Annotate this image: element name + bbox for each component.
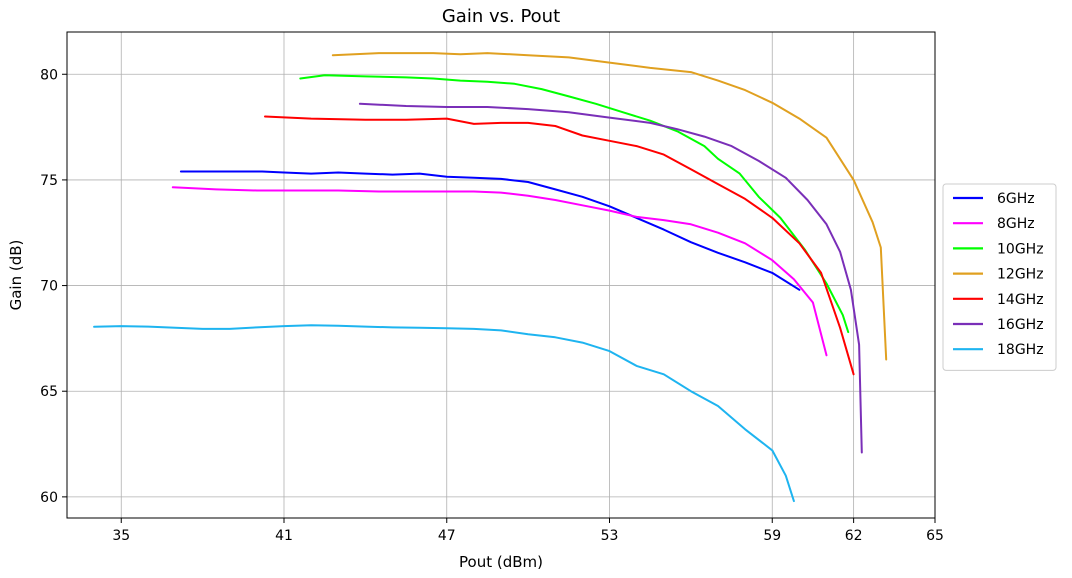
x-tick-label: 65	[926, 528, 944, 544]
x-tick-label: 53	[601, 528, 619, 544]
series-line-6ghz	[179, 170, 801, 291]
x-axis-title: Pout (dBm)	[459, 553, 543, 571]
y-tick-label: 80	[40, 67, 58, 83]
legend-label-6ghz: 6GHz	[997, 191, 1035, 207]
y-tick-label: 65	[40, 384, 58, 400]
legend-label-10ghz: 10GHz	[997, 241, 1044, 257]
chart-title: Gain vs. Pout	[442, 6, 560, 27]
series-lines	[93, 52, 888, 503]
y-axis-ticks: 60 65 70 75 80	[40, 67, 67, 506]
series-line-14ghz	[264, 115, 855, 376]
legend-label-18ghz: 18GHz	[997, 342, 1044, 358]
plot-area-frame	[66, 31, 936, 519]
series-line-10ghz	[299, 74, 850, 334]
y-tick-label: 70	[40, 279, 58, 295]
series-line-18ghz	[93, 324, 795, 503]
legend-label-12ghz: 12GHz	[997, 267, 1044, 283]
legend-label-14ghz: 14GHz	[997, 292, 1044, 308]
x-tick-label: 35	[112, 528, 130, 544]
legend-label-8ghz: 8GHz	[997, 216, 1035, 232]
x-tick-label: 47	[438, 528, 456, 544]
series-line-8ghz	[171, 186, 828, 357]
y-axis-title: Gain (dB)	[7, 240, 25, 311]
series-line-16ghz	[358, 102, 863, 454]
legend: 6GHz 8GHz 10GHz 12GHz 14GHz 16GHz 18GHz	[942, 183, 1057, 371]
legend-label-16ghz: 16GHz	[997, 317, 1044, 333]
y-tick-label: 60	[40, 490, 58, 506]
x-tick-label: 59	[763, 528, 781, 544]
series-line-12ghz	[331, 52, 888, 361]
y-tick-label: 75	[40, 173, 58, 189]
grid	[67, 32, 935, 518]
x-tick-label: 41	[275, 528, 293, 544]
x-tick-label: 62	[845, 528, 863, 544]
x-axis-ticks: 35 41 47 53 59 62 65	[112, 518, 944, 544]
